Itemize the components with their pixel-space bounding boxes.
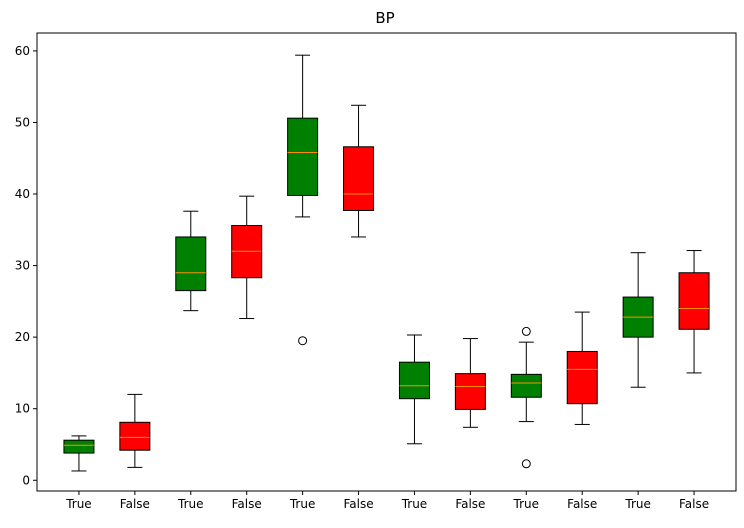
- box-body: [175, 236, 207, 292]
- box-9: [510, 326, 542, 469]
- y-tick-label: 10: [15, 402, 30, 416]
- y-tick-label: 60: [15, 44, 30, 58]
- plot-frame: [36, 32, 737, 492]
- box-body: [510, 373, 542, 398]
- box-body: [343, 146, 375, 211]
- box-body: [119, 421, 151, 451]
- box-3: [175, 210, 207, 312]
- x-tick-label: False: [455, 497, 485, 511]
- box-body: [63, 439, 95, 454]
- x-tick-label: True: [65, 497, 92, 511]
- box-body: [678, 272, 710, 330]
- y-tick-label: 50: [15, 115, 30, 129]
- y-tick-label: 40: [15, 187, 30, 201]
- plot-marks: [63, 54, 710, 472]
- box-12: [678, 250, 710, 374]
- plot-axes: 0 10 20 30 40 50 60 True False True False True False…: [15, 44, 709, 511]
- box-body: [566, 350, 598, 405]
- x-tick-label: False: [343, 497, 373, 511]
- x-tick-label: True: [289, 497, 316, 511]
- x-tick-label: True: [513, 497, 540, 511]
- box-body: [287, 117, 319, 196]
- y-tick-label: 0: [22, 473, 30, 487]
- box-4: [231, 195, 263, 320]
- box-11: [622, 252, 654, 388]
- box-1: [63, 435, 95, 472]
- box-2: [119, 393, 151, 468]
- x-tick-label: True: [401, 497, 428, 511]
- box-7: [398, 334, 430, 445]
- x-tick-label: False: [679, 497, 709, 511]
- outlier-point: [521, 459, 531, 469]
- box-5: [287, 54, 319, 346]
- y-tick-label: 20: [15, 330, 30, 344]
- x-tick-label: False: [120, 497, 150, 511]
- x-tick-label: True: [624, 497, 651, 511]
- box-8: [454, 338, 486, 428]
- x-tick-label: True: [177, 497, 204, 511]
- outlier-point: [298, 336, 308, 346]
- y-tick-label: 30: [15, 259, 30, 273]
- x-tick-label: False: [567, 497, 597, 511]
- chart-title: BP: [375, 9, 394, 27]
- box-body: [454, 373, 486, 410]
- box-6: [343, 104, 375, 238]
- box-10: [566, 311, 598, 425]
- outlier-point: [521, 326, 531, 336]
- box-body: [398, 361, 430, 400]
- x-tick-label: False: [232, 497, 262, 511]
